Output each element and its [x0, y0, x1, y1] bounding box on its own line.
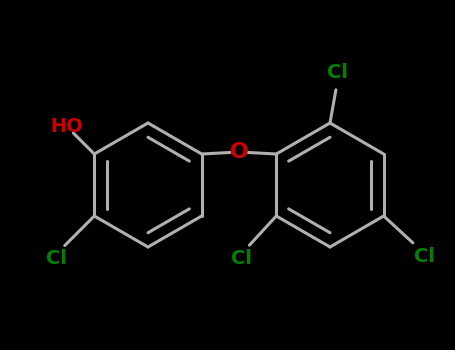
Text: Cl: Cl — [231, 250, 252, 268]
Text: Cl: Cl — [414, 246, 435, 266]
Text: O: O — [229, 142, 248, 162]
Text: Cl: Cl — [46, 250, 67, 268]
Text: Cl: Cl — [328, 63, 349, 82]
Text: HO: HO — [50, 117, 83, 135]
